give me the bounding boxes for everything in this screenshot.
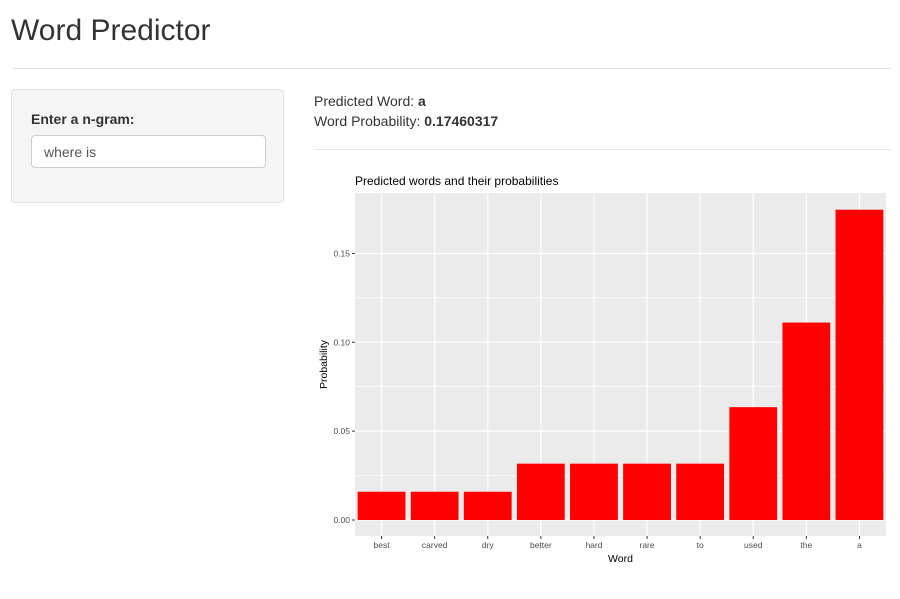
page-title: Word Predictor [11, 14, 211, 47]
bar-dry [463, 491, 512, 521]
bar-used [729, 407, 778, 521]
x-tick-label: hard [585, 540, 602, 550]
bar-better [516, 463, 565, 521]
predicted-word-label: Predicted Word: [314, 93, 419, 109]
bar-to [676, 463, 725, 521]
divider [314, 149, 891, 150]
divider [11, 68, 891, 69]
x-tick-label: best [374, 540, 391, 550]
x-tick-label: used [744, 540, 763, 550]
prediction-output: Predicted Word: a Word Probability: 0.17… [314, 91, 498, 131]
y-tick-label: 0.05 [333, 426, 350, 436]
sidebar-panel: Enter a n-gram: [11, 89, 284, 203]
bar-a [835, 209, 884, 521]
word-probability: 0.17460317 [424, 113, 499, 129]
x-axis-label: Word [608, 553, 633, 565]
x-tick-label: carved [422, 540, 448, 550]
x-tick-label: rare [639, 540, 654, 550]
word-probability-label: Word Probability: [314, 113, 425, 129]
y-tick-label: 0.15 [333, 248, 350, 258]
predicted-word: a [418, 93, 426, 109]
ngram-input[interactable] [31, 135, 266, 168]
ngram-label: Enter a n-gram: [31, 111, 135, 127]
x-tick-label: a [857, 540, 862, 550]
y-tick-label: 0.00 [333, 515, 350, 525]
y-tick-label: 0.10 [333, 337, 350, 347]
bar-best [357, 491, 406, 521]
x-tick-label: the [800, 540, 812, 550]
bar-the [782, 322, 831, 521]
bar-hard [570, 463, 618, 521]
bar-carved [410, 491, 459, 521]
x-tick-label: to [697, 540, 704, 550]
bar-rare [623, 463, 671, 521]
y-axis-label: Probability [318, 339, 330, 389]
x-tick-label: better [530, 540, 552, 550]
x-tick-label: dry [482, 540, 495, 550]
chart-title: Predicted words and their probabilities [355, 174, 558, 188]
